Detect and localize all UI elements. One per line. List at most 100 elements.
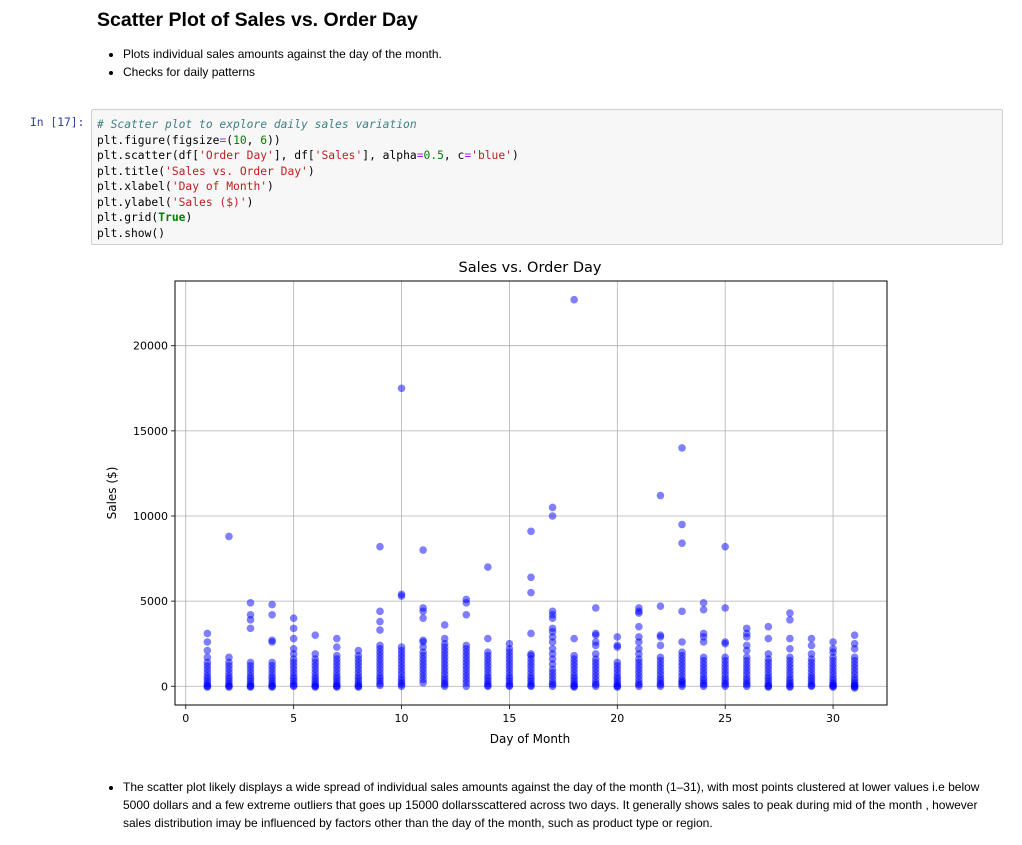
code-token: plt.title( — [97, 164, 166, 178]
data-point — [591, 641, 600, 650]
data-point — [656, 602, 665, 611]
intro-bullet-list: Plots individual sales amounts against t… — [104, 45, 442, 81]
data-point — [419, 546, 427, 554]
data-point — [289, 624, 298, 633]
code-line: plt.show() — [97, 226, 519, 242]
code-token: 'Sales' — [314, 149, 363, 162]
data-point — [440, 682, 449, 691]
data-point — [268, 600, 276, 609]
code-token: ], df[ — [273, 149, 315, 162]
data-point — [678, 520, 686, 529]
data-point — [656, 633, 665, 641]
data-point — [548, 503, 557, 512]
code-token: plt.xlabel( — [97, 180, 172, 193]
code-token: ], alpha — [362, 149, 417, 162]
data-point — [397, 384, 406, 393]
data-point — [203, 629, 212, 638]
code-cell[interactable]: # Scatter plot to explore daily sales va… — [91, 109, 1003, 245]
data-point — [786, 683, 794, 691]
code-token: plt.scatter(df[ — [97, 149, 200, 162]
data-point — [850, 684, 859, 692]
code-token: True — [158, 211, 186, 224]
data-point — [678, 444, 686, 452]
data-point — [268, 638, 276, 646]
data-point — [699, 682, 708, 691]
data-point — [333, 683, 341, 691]
code-token: # Scatter plot to explore daily sales va… — [97, 118, 417, 131]
data-point — [721, 604, 729, 612]
data-point — [376, 681, 384, 690]
code-line: plt.title('Sales vs. Order Day') — [97, 164, 519, 180]
data-point — [397, 682, 406, 691]
data-point — [786, 634, 794, 643]
code-token: 'Sales vs. Order Day' — [165, 164, 308, 178]
x-tick-label: 20 — [610, 712, 624, 725]
data-point — [225, 532, 233, 541]
data-point — [246, 624, 255, 633]
data-point — [656, 641, 665, 650]
x-tick-label: 30 — [826, 712, 840, 725]
data-point — [591, 682, 600, 691]
data-point — [311, 631, 320, 639]
intro-bullet: Checks for daily patterns — [123, 63, 442, 81]
data-point — [289, 682, 298, 691]
data-point — [246, 599, 255, 607]
code-token: 'Day of Month' — [171, 180, 268, 193]
y-axis-label: Sales ($) — [105, 467, 119, 520]
data-point — [225, 683, 233, 691]
code-line: plt.grid(True) — [97, 210, 519, 226]
code-token: plt.figure(figsize — [97, 133, 220, 147]
code-token: plt.grid( — [97, 211, 159, 224]
data-point — [376, 626, 384, 634]
code-line: plt.ylabel('Sales ($)') — [97, 195, 519, 211]
data-point — [591, 631, 600, 639]
data-point — [311, 683, 320, 691]
data-point — [764, 634, 773, 643]
data-point — [699, 638, 708, 646]
data-point — [721, 639, 729, 648]
y-tick-label: 20000 — [133, 340, 168, 353]
data-point — [807, 682, 816, 691]
summary-bullet: The scatter plot likely displays a wide … — [123, 778, 1003, 832]
code-editor[interactable]: # Scatter plot to explore daily sales va… — [97, 117, 519, 241]
data-point — [462, 682, 471, 691]
data-point — [829, 683, 837, 691]
data-point — [268, 610, 276, 619]
code-line: # Scatter plot to explore daily sales va… — [97, 117, 519, 133]
x-axis-label: Day of Month — [490, 732, 571, 746]
plot-frame — [174, 280, 888, 706]
data-point — [635, 609, 643, 617]
code-token: 0.5 — [423, 149, 444, 162]
data-point — [635, 622, 643, 631]
data-point — [786, 645, 794, 653]
summary-bullet-list: The scatter plot likely displays a wide … — [104, 778, 1003, 832]
code-token: 6 — [260, 133, 268, 147]
data-point — [721, 542, 729, 551]
code-token: ) — [185, 211, 193, 224]
cell-output: Sales vs. Order Day 0 5 10 15 20 25 30 0 5000 100… — [91, 252, 901, 757]
x-tick-label: 15 — [502, 712, 516, 725]
x-tick-label: 10 — [395, 712, 409, 725]
code-token: ( — [226, 133, 234, 147]
data-point — [570, 683, 578, 691]
data-point — [333, 643, 341, 651]
data-points — [203, 295, 859, 692]
data-point — [635, 682, 643, 691]
code-token: 'blue' — [471, 149, 512, 162]
data-point — [807, 634, 816, 643]
data-point — [376, 542, 384, 551]
data-point — [527, 527, 535, 536]
data-point — [678, 539, 686, 548]
data-point — [484, 563, 492, 571]
data-point — [268, 683, 276, 691]
data-point — [354, 683, 363, 691]
x-tick-label: 0 — [182, 712, 189, 725]
code-token: = — [464, 149, 472, 162]
data-point — [764, 622, 773, 631]
code-token: plt.show() — [97, 226, 166, 240]
data-point — [246, 616, 255, 624]
code-token: plt.ylabel( — [97, 195, 172, 209]
intro-bullet: Plots individual sales amounts against t… — [123, 45, 442, 63]
data-point — [548, 638, 557, 646]
data-point — [419, 679, 427, 687]
